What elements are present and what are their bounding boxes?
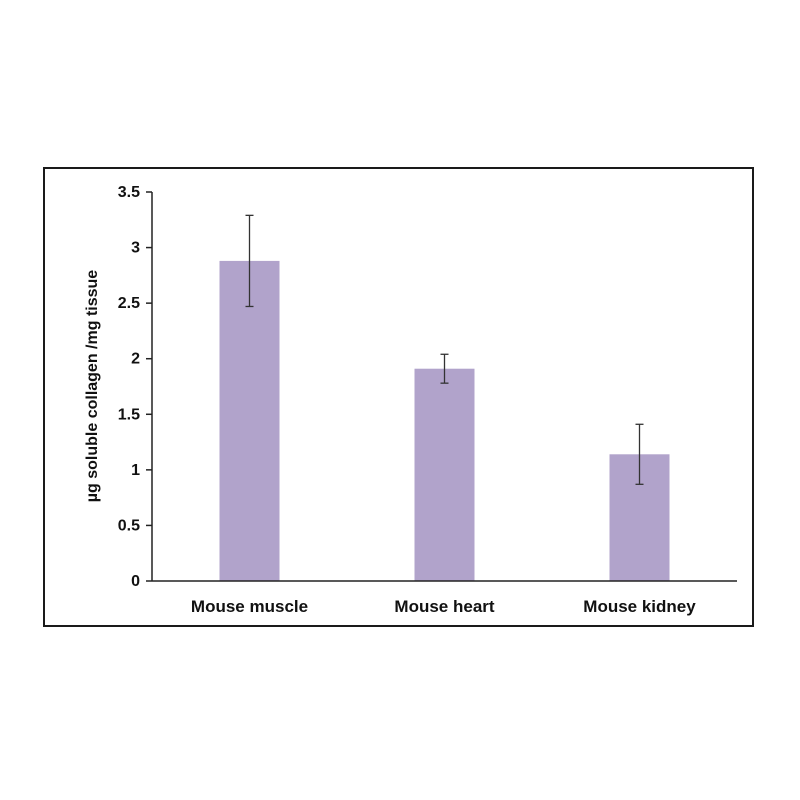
bar-1: [219, 260, 280, 581]
y-ticks-layer: 0 0.5 1 1.5 2 2.5 3 3.5: [118, 184, 152, 590]
error-bars-layer: [245, 214, 644, 485]
x-labels-layer: Mouse muscle Mouse heart Mouse kidney: [191, 597, 696, 616]
y-tick-label: 1: [131, 462, 140, 479]
y-tick-label: 0: [131, 573, 140, 590]
y-tick-label: 1.5: [118, 406, 140, 423]
y-tick-label: 0.5: [118, 517, 140, 534]
y-axis-title: µg soluble collagen /mg tissue: [84, 270, 101, 502]
y-tick-label: 2.5: [118, 295, 140, 312]
x-tick-label: Mouse muscle: [191, 597, 308, 616]
y-tick-label: 3.5: [118, 184, 140, 201]
bar-2: [414, 368, 475, 581]
bars-layer: [219, 260, 670, 581]
y-tick-label: 3: [131, 240, 140, 257]
x-tick-label: Mouse heart: [394, 597, 494, 616]
y-tick-label: 2: [131, 351, 140, 368]
x-tick-label: Mouse kidney: [583, 597, 696, 616]
